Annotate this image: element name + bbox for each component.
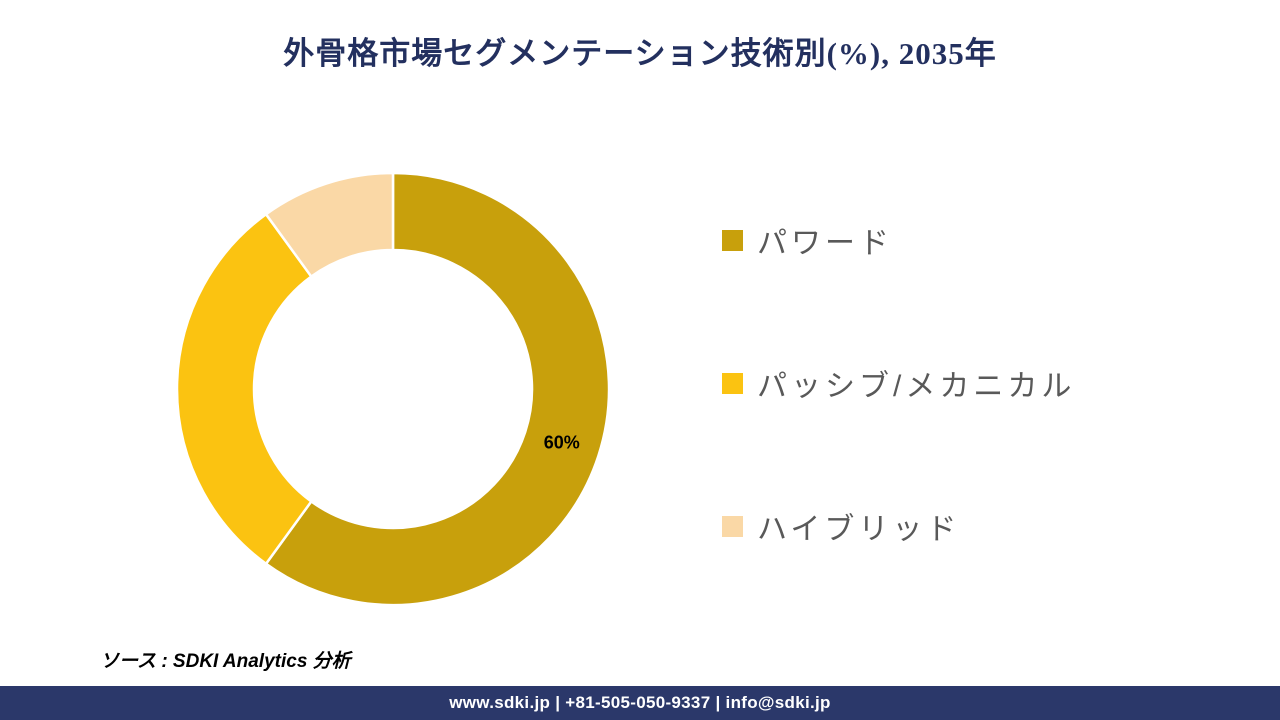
legend-item-hybrid: ハイブリッド (722, 510, 1075, 546)
donut-slice-1 (175, 213, 313, 565)
legend-swatch-passive-mechanical (722, 372, 743, 394)
chart-legend: パワード パッシブ/メカニカル ハイブリッド (722, 224, 1075, 546)
legend-label-hybrid: ハイブリッド (757, 513, 961, 546)
donut-data-label-0: 60% (544, 433, 580, 453)
legend-swatch-powered (722, 229, 743, 251)
donut-chart-svg: 60% (175, 171, 611, 607)
donut-slice-0 (264, 171, 611, 607)
donut-chart: 60% (173, 169, 613, 609)
chart-title: 外骨格市場セグメンテーション技術別(%), 2035年 (283, 36, 997, 71)
legend-item-powered: パワード (722, 224, 1075, 260)
footer-contact-text: www.sdki.jp | +81-505-050-9337 | info@sd… (449, 693, 831, 712)
legend-label-powered: パワード (757, 227, 893, 260)
legend-item-passive-mechanical: パッシブ/メカニカル (722, 367, 1075, 403)
donut-slice-2 (264, 171, 395, 278)
legend-label-passive-mechanical: パッシブ/メカニカル (757, 370, 1076, 403)
footer-bar: www.sdki.jp | +81-505-050-9337 | info@sd… (0, 686, 1280, 720)
source-note: ソース : SDKI Analytics 分析 (100, 651, 351, 672)
legend-swatch-hybrid (722, 515, 743, 537)
